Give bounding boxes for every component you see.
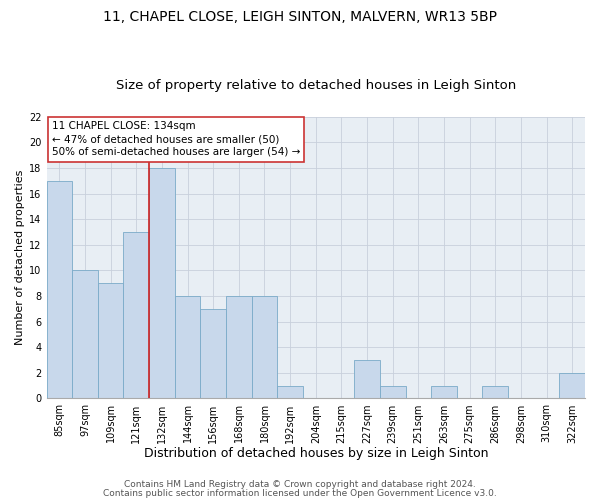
Bar: [482, 386, 508, 398]
Title: Size of property relative to detached houses in Leigh Sinton: Size of property relative to detached ho…: [116, 79, 516, 92]
Bar: [380, 386, 406, 398]
Bar: [251, 296, 277, 398]
Bar: [72, 270, 98, 398]
Bar: [124, 232, 149, 398]
Bar: [98, 283, 124, 399]
Text: 11, CHAPEL CLOSE, LEIGH SINTON, MALVERN, WR13 5BP: 11, CHAPEL CLOSE, LEIGH SINTON, MALVERN,…: [103, 10, 497, 24]
Bar: [47, 181, 72, 398]
Bar: [175, 296, 200, 398]
Bar: [149, 168, 175, 398]
Bar: [559, 373, 585, 398]
Bar: [354, 360, 380, 399]
Y-axis label: Number of detached properties: Number of detached properties: [15, 170, 25, 346]
Text: Contains public sector information licensed under the Open Government Licence v3: Contains public sector information licen…: [103, 488, 497, 498]
Bar: [431, 386, 457, 398]
Bar: [226, 296, 251, 398]
Text: Contains HM Land Registry data © Crown copyright and database right 2024.: Contains HM Land Registry data © Crown c…: [124, 480, 476, 489]
Bar: [277, 386, 303, 398]
Bar: [200, 309, 226, 398]
Text: 11 CHAPEL CLOSE: 134sqm
← 47% of detached houses are smaller (50)
50% of semi-de: 11 CHAPEL CLOSE: 134sqm ← 47% of detache…: [52, 121, 300, 158]
X-axis label: Distribution of detached houses by size in Leigh Sinton: Distribution of detached houses by size …: [143, 447, 488, 460]
